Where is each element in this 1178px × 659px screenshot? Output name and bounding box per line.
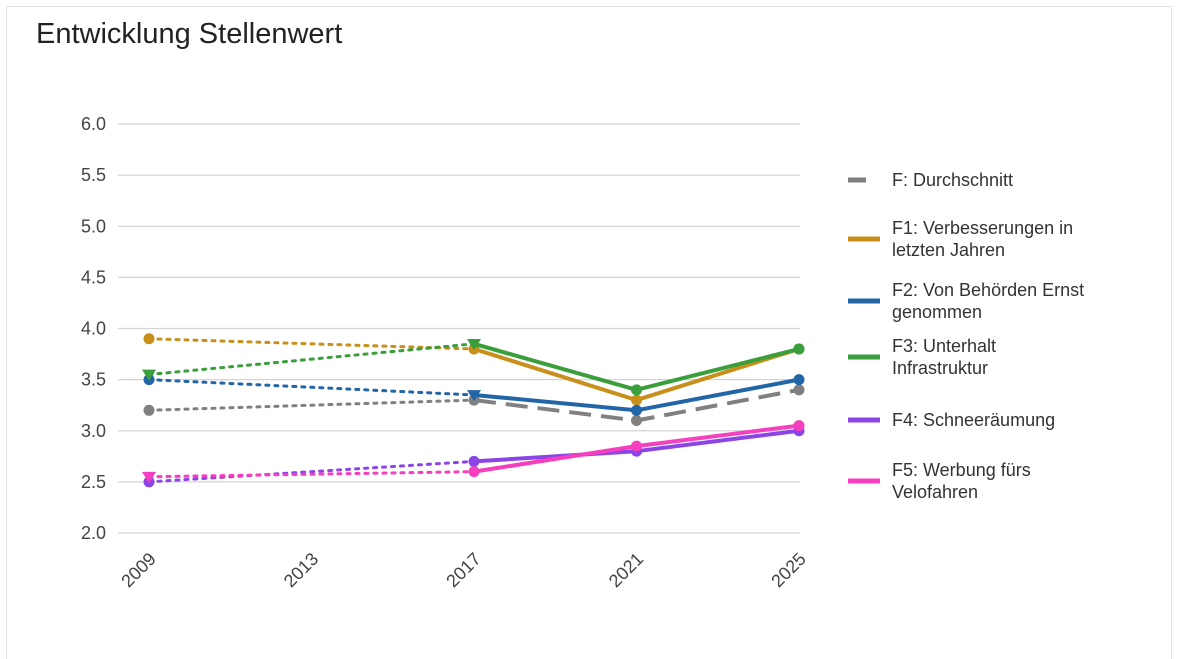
series-point: [142, 471, 156, 484]
series-point: [631, 440, 642, 452]
x-tick-label: 2009: [117, 549, 159, 591]
series-point: [793, 374, 805, 386]
legend-label: F: Durchschnitt: [892, 170, 1013, 190]
legend-label: F2: Von Behörden Ernst: [892, 280, 1084, 300]
y-axis-ticks: 2.0 2.5 3.0 3.5 4.0 4.5 5.0 5.5 6.0: [81, 114, 106, 543]
chart-frame: [6, 6, 1172, 659]
series-point: [468, 466, 480, 478]
x-tick-label: 2013: [280, 549, 322, 591]
legend-label: Infrastruktur: [892, 358, 988, 378]
series-dotted-segment: [147, 337, 476, 351]
y-tick-label: 4.0: [81, 319, 106, 339]
series-point: [143, 333, 155, 345]
series-point: [793, 343, 805, 355]
y-tick-label: 5.0: [81, 216, 106, 236]
legend-label: F3: Unterhalt: [892, 336, 996, 356]
legend: F: Durchschnitt F1: Verbesserungen inletz…: [848, 170, 1084, 502]
y-tick-label: 2.5: [81, 472, 106, 492]
x-tick-label: 2017: [442, 549, 484, 591]
grid-lines: [118, 123, 800, 534]
series-dotted-segment: [147, 459, 476, 484]
legend-label: Velofahren: [892, 482, 978, 502]
y-tick-label: 3.0: [81, 421, 106, 441]
legend-label: F4: Schneeräumung: [892, 410, 1055, 430]
y-tick-label: 5.5: [81, 165, 106, 185]
legend-label: F1: Verbesserungen in: [892, 218, 1073, 238]
legend-label: F5: Werbung fürs: [892, 460, 1031, 480]
series-dotted-segment: [147, 342, 476, 377]
series-dotted-segment: [147, 398, 476, 412]
series-point: [631, 394, 642, 406]
series-point: [143, 404, 155, 416]
series-point: [631, 384, 642, 396]
series-line: [473, 341, 800, 392]
series-dotted-segment: [147, 470, 476, 479]
series-point: [468, 455, 480, 467]
x-axis-ticks: 2009 2013 2017 2021 2025: [117, 549, 809, 591]
series-point: [142, 369, 156, 381]
series-point: [793, 384, 805, 396]
series-point: [467, 390, 481, 402]
x-tick-label: 2025: [767, 549, 809, 591]
y-tick-label: 4.5: [81, 267, 106, 287]
series-point: [467, 338, 481, 351]
y-tick-label: 2.0: [81, 523, 106, 543]
x-tick-label: 2021: [605, 549, 647, 591]
legend-label: letzten Jahren: [892, 240, 1005, 260]
series-lines: [142, 333, 805, 488]
series-point: [631, 415, 642, 427]
series-dotted-segment: [147, 378, 476, 397]
series-point: [631, 404, 642, 416]
legend-label: genommen: [892, 302, 982, 322]
chart-title: Entwicklung Stellenwert: [36, 18, 343, 50]
series-point: [793, 420, 805, 432]
y-tick-label: 3.5: [81, 370, 106, 390]
y-tick-label: 6.0: [81, 114, 106, 134]
